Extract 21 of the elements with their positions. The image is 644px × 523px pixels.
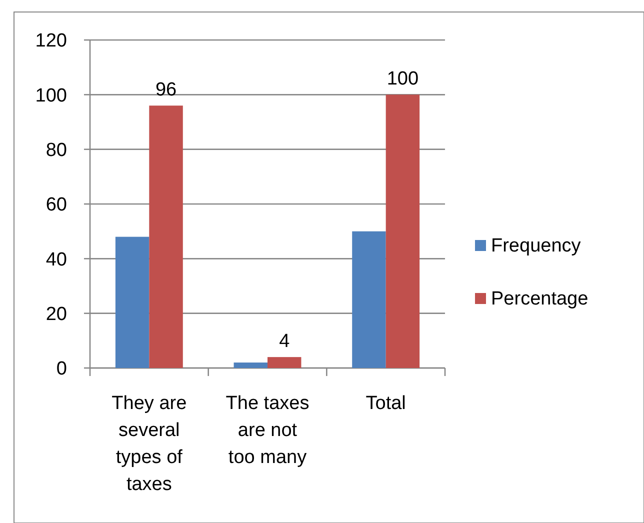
data-label: 100 [386, 68, 419, 90]
bar [115, 236, 150, 368]
y-tick-label: 0 [56, 358, 67, 380]
y-tick-label: 60 [46, 194, 67, 216]
bar [234, 362, 268, 368]
bar [352, 231, 386, 368]
bar [386, 94, 420, 368]
data-label: 96 [155, 80, 177, 101]
legend-label: Frequency [491, 236, 582, 257]
x-tick-label: Total [366, 393, 406, 414]
y-tick-label: 20 [46, 304, 67, 325]
bar [268, 357, 302, 368]
x-tick-label: The taxes are not too many [226, 393, 310, 468]
y-tick-label: 100 [35, 85, 67, 106]
x-tick-label: They are several types of taxes [112, 393, 187, 495]
y-tick-label: 120 [35, 30, 67, 52]
data-label: 4 [279, 331, 290, 352]
bar [149, 106, 183, 368]
legend-label: Percentage [491, 288, 588, 310]
y-tick-label: 80 [46, 140, 67, 161]
y-tick-label: 40 [46, 249, 67, 270]
